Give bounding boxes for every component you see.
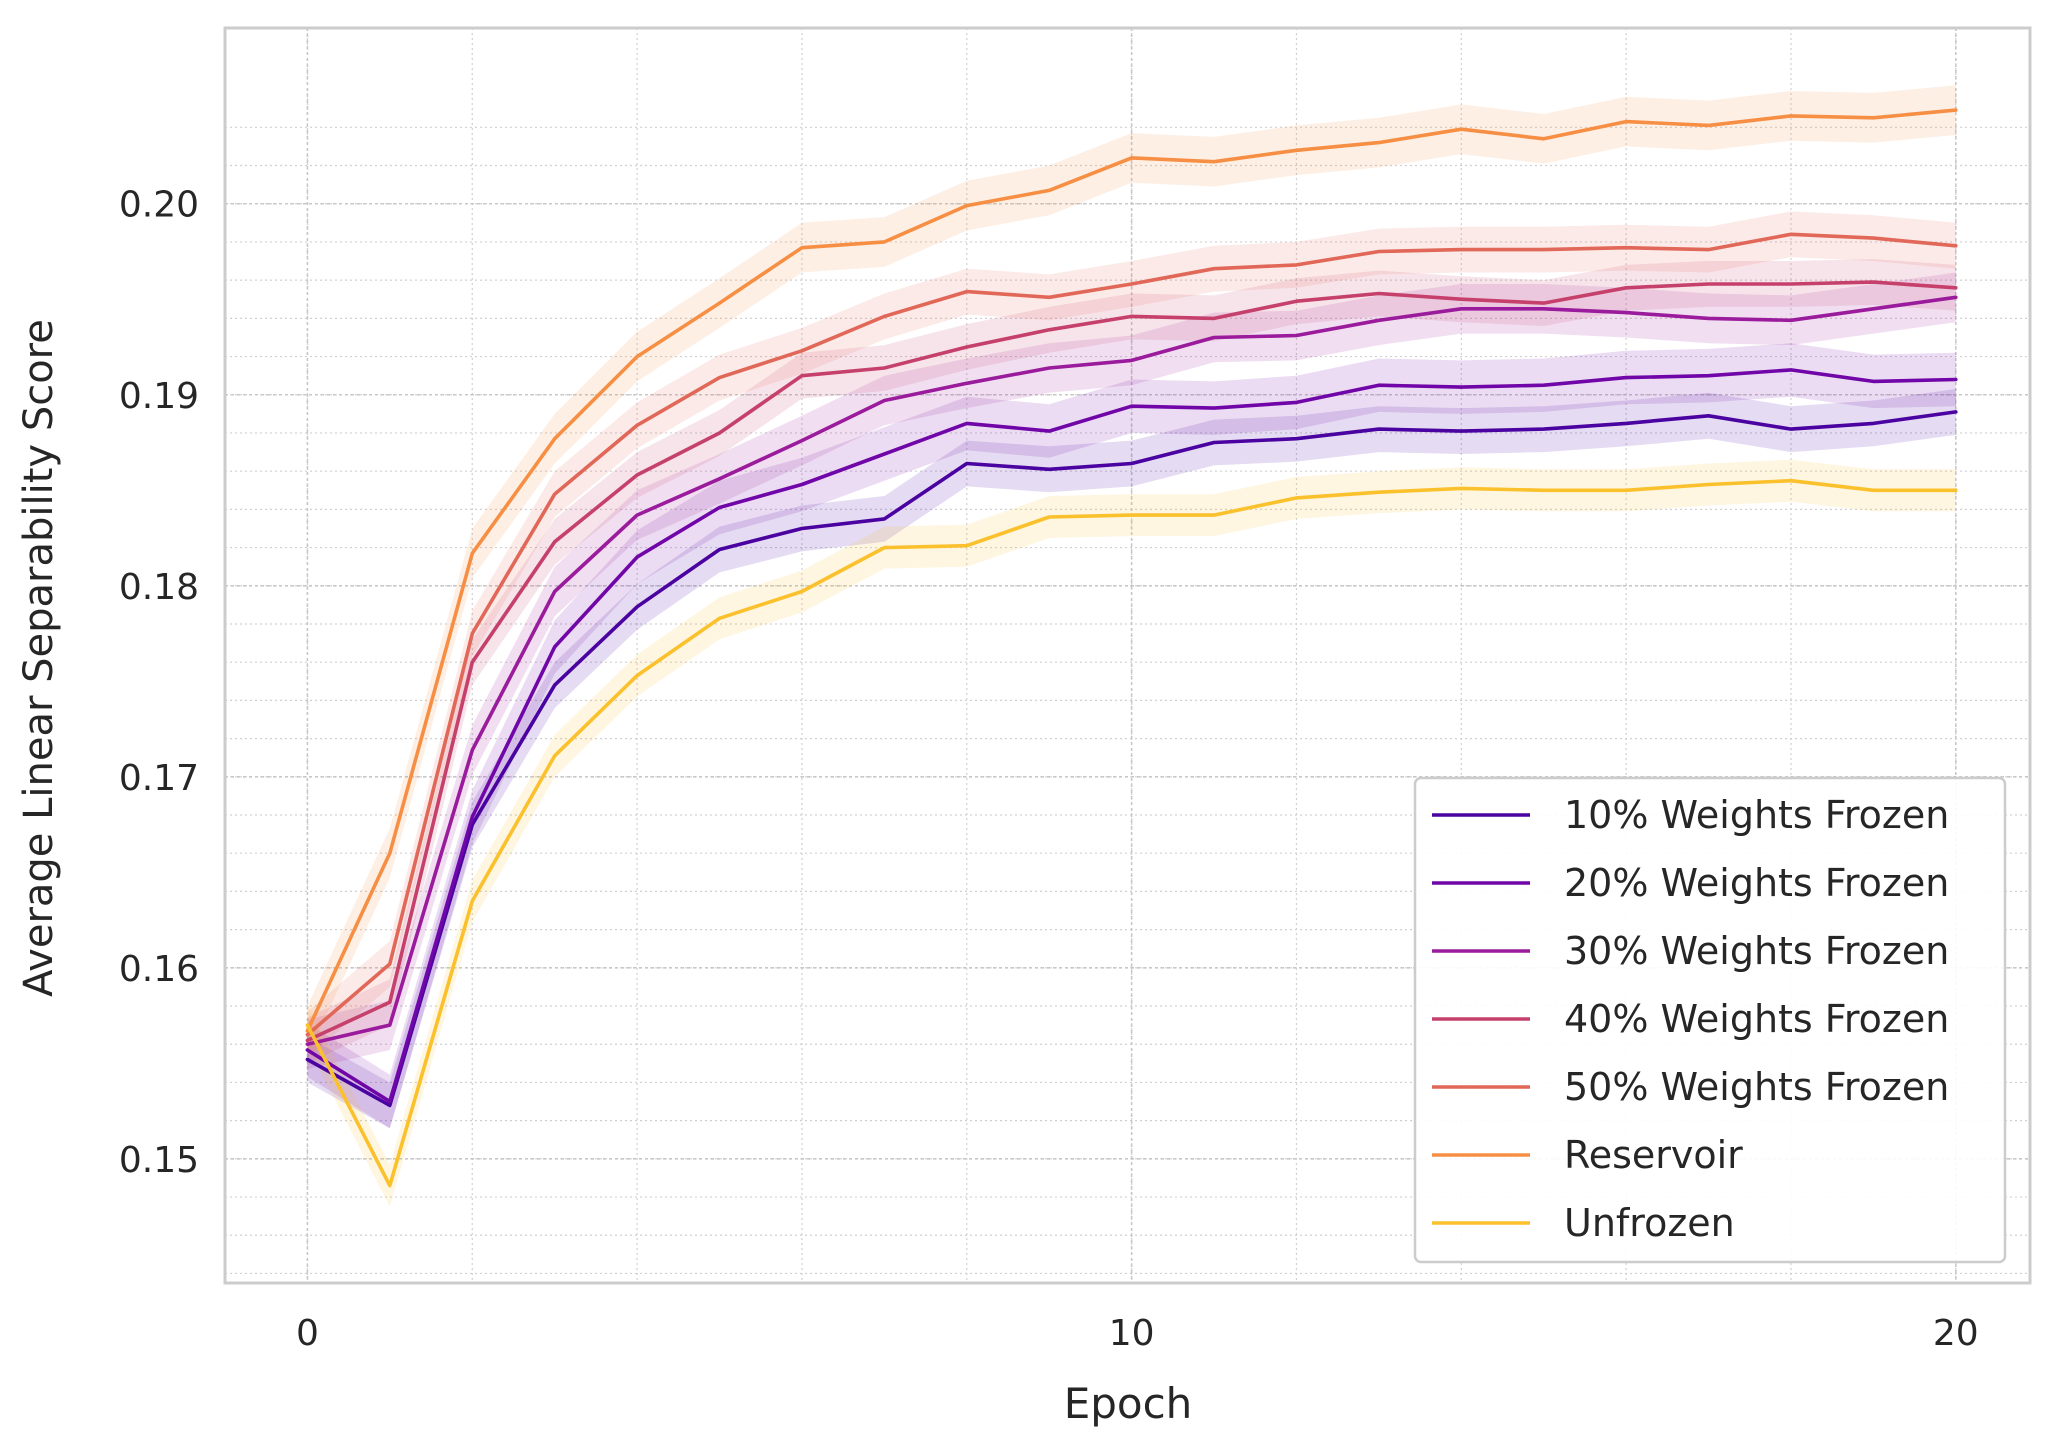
y-tick-label: 0.15 <box>119 1140 199 1181</box>
ci-band-2 <box>307 272 1956 1070</box>
series-line-4 <box>305 232 1958 1037</box>
y-axis-ticks: 0.15 0.16 0.17 0.18 0.19 0.20 <box>119 185 199 1181</box>
y-tick-label: 0.17 <box>119 758 199 799</box>
x-tick-label: 20 <box>1933 1313 1979 1354</box>
ci-band-5 <box>307 85 1956 1056</box>
plot-area-frame <box>223 26 2032 1285</box>
y-axis-label: Average Linear Separability Score <box>16 319 62 997</box>
y-tick-label: 0.20 <box>119 185 199 226</box>
y-tick-label: 0.19 <box>119 376 199 417</box>
x-tick-label: 10 <box>1109 1313 1155 1354</box>
legend-label-3: 40% Weights Frozen <box>1564 997 1949 1041</box>
legend-label-2: 30% Weights Frozen <box>1564 929 1949 973</box>
legend-label-1: 20% Weights Frozen <box>1564 861 1949 905</box>
confidence-bands <box>307 85 1956 1207</box>
legend-label-5: Reservoir <box>1564 1133 1743 1177</box>
y-tick-label: 0.18 <box>119 567 199 608</box>
series-line-1 <box>305 368 1958 1104</box>
legend-label-6: Unfrozen <box>1564 1201 1735 1245</box>
series-line-3 <box>305 280 1958 1043</box>
x-axis-ticks: 0 10 20 <box>296 1313 1979 1354</box>
legend: 10% Weights Frozen 20% Weights Frozen 30% … <box>1413 776 2007 1264</box>
x-tick-label: 0 <box>296 1313 319 1354</box>
series-line-5 <box>305 108 1958 1033</box>
series-lines <box>305 108 1958 1188</box>
series-line-0 <box>305 410 1958 1108</box>
legend-box <box>1413 776 2007 1264</box>
y-tick-label: 0.16 <box>119 949 199 990</box>
series-line-6 <box>305 478 1958 1188</box>
series-line-2 <box>305 295 1958 1046</box>
x-axis-label: Epoch <box>1064 1379 1193 1428</box>
legend-label-4: 50% Weights Frozen <box>1564 1065 1949 1109</box>
legend-label-0: 10% Weights Frozen <box>1564 793 1949 837</box>
